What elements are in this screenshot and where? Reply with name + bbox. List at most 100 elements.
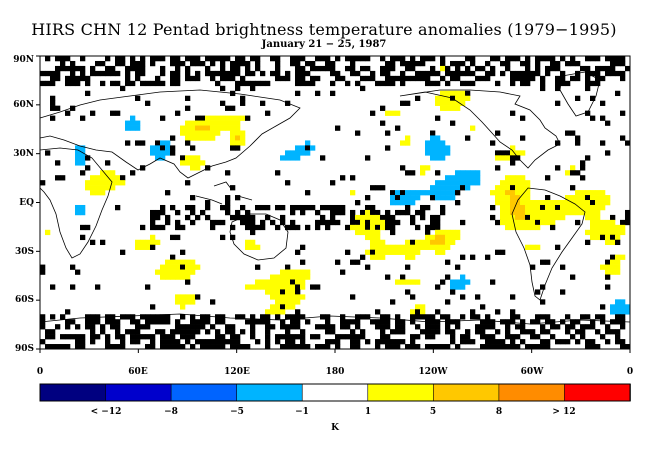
anomaly-cell — [405, 264, 411, 270]
anomaly-cell — [510, 185, 516, 191]
anomaly-cell — [500, 190, 506, 196]
anomaly-cell — [165, 214, 171, 221]
anomaly-cell — [130, 125, 136, 131]
anomaly-cell — [275, 70, 281, 77]
anomaly-cell — [460, 339, 466, 345]
anomaly-cell — [40, 324, 46, 330]
anomaly-cell — [550, 60, 556, 67]
anomaly-cell — [100, 239, 106, 246]
anomaly-cell — [130, 65, 136, 72]
anomaly-cell — [160, 80, 166, 87]
anomaly-cell — [440, 209, 446, 216]
anomaly-cell — [455, 95, 461, 101]
anomaly-cell — [500, 339, 506, 345]
anomaly-cell — [255, 224, 261, 231]
anomaly-cell — [600, 224, 606, 231]
anomaly-cell — [265, 329, 271, 335]
anomaly-cell — [460, 254, 466, 260]
anomaly-cell — [190, 314, 196, 320]
anomaly-cell — [225, 105, 231, 111]
anomaly-cell — [585, 75, 591, 82]
anomaly-cell — [110, 70, 116, 77]
anomaly-cell — [205, 314, 211, 320]
anomaly-cell — [325, 60, 331, 67]
anomaly-cell — [360, 75, 366, 82]
anomaly-cell — [525, 200, 531, 206]
anomaly-cell — [625, 219, 631, 226]
anomaly-cell — [420, 209, 426, 216]
anomaly-cell — [405, 60, 411, 67]
anomaly-cell — [250, 319, 256, 325]
anomaly-cell — [410, 190, 416, 196]
anomaly-cell — [615, 299, 621, 305]
coast-greenland — [559, 71, 601, 117]
anomaly-cell — [75, 344, 81, 350]
anomaly-cell — [270, 294, 276, 300]
anomaly-cell — [130, 60, 136, 67]
anomaly-cell — [555, 75, 561, 82]
anomaly-cell — [550, 209, 556, 216]
anomaly-cell — [540, 314, 546, 320]
anomaly-cell — [340, 334, 346, 340]
anomaly-cell — [420, 190, 426, 196]
anomaly-cell — [610, 239, 616, 246]
anomaly-cell — [195, 324, 201, 330]
anomaly-cell — [235, 60, 241, 67]
anomaly-cell — [395, 339, 401, 345]
anomaly-cell — [620, 75, 626, 82]
anomaly-cell — [145, 244, 151, 250]
anomaly-cell — [395, 190, 401, 196]
anomaly-cell — [575, 135, 581, 141]
anomaly-cell — [360, 314, 366, 320]
anomaly-cell — [140, 224, 146, 231]
anomaly-cell — [590, 115, 596, 121]
anomaly-cell — [85, 75, 91, 82]
anomaly-cell — [370, 219, 376, 226]
anomaly-cell — [55, 175, 61, 181]
anomaly-cell — [450, 279, 456, 285]
anomaly-cell — [210, 324, 216, 330]
anomaly-cell — [520, 204, 526, 211]
anomaly-cell — [405, 209, 411, 216]
anomaly-cell — [625, 344, 631, 350]
anomaly-cell — [75, 145, 81, 151]
anomaly-cell — [415, 334, 421, 340]
anomaly-cell — [365, 195, 371, 201]
anomaly-cell — [615, 90, 621, 97]
anomaly-cell — [475, 329, 481, 335]
anomaly-cell — [80, 75, 86, 82]
anomaly-cell — [160, 224, 166, 231]
anomaly-cell — [385, 314, 391, 320]
anomaly-cell — [420, 165, 426, 171]
anomaly-cell — [490, 319, 496, 325]
anomaly-cell — [210, 56, 216, 62]
anomaly-cell — [610, 60, 616, 67]
anomaly-cell — [285, 314, 291, 320]
anomaly-cell — [540, 324, 546, 330]
anomaly-cell — [155, 56, 161, 62]
anomaly-cell — [245, 224, 251, 231]
anomaly-cell — [150, 150, 156, 156]
anomaly-cell — [455, 185, 461, 191]
anomaly-cell — [210, 75, 216, 82]
anomaly-cell — [375, 229, 381, 236]
anomaly-cell — [70, 284, 76, 290]
anomaly-cell — [250, 229, 256, 236]
anomaly-cell — [420, 309, 426, 315]
anomaly-cell — [135, 120, 141, 126]
anomaly-cell — [575, 60, 581, 67]
anomaly-cell — [275, 274, 281, 280]
anomaly-cell — [500, 180, 506, 186]
anomaly-cell — [245, 239, 251, 246]
anomaly-cell — [455, 105, 461, 111]
anomaly-cell — [190, 344, 196, 350]
anomaly-cell — [405, 249, 411, 255]
anomaly-cell — [120, 175, 126, 181]
anomaly-cell — [440, 56, 446, 62]
anomaly-cell — [300, 294, 306, 300]
anomaly-cell — [75, 204, 81, 211]
anomaly-cell — [515, 195, 521, 201]
anomaly-cell — [445, 95, 451, 101]
anomaly-cell — [615, 70, 621, 77]
anomaly-cell — [400, 195, 406, 201]
